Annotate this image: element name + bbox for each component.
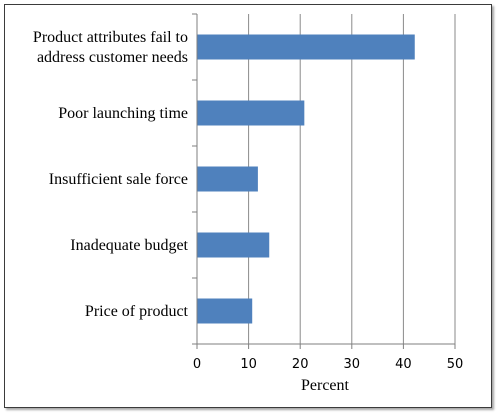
category-label: Poor launching time xyxy=(58,105,188,122)
x-tick-label-40: 40 xyxy=(395,357,412,372)
category-label: Inadequate budget xyxy=(70,237,188,254)
x-axis-title: Percent xyxy=(301,377,350,394)
category-labels: Product attributes fail to address custom… xyxy=(33,29,189,320)
gridlines xyxy=(248,14,456,344)
x-tick-label-0: 0 xyxy=(193,357,201,372)
x-tick-label-20: 20 xyxy=(292,357,309,372)
bar-3 xyxy=(197,166,258,192)
bar-5 xyxy=(197,298,253,324)
bar-1 xyxy=(197,34,415,60)
bars xyxy=(197,34,415,324)
x-tick-labels: 0 10 20 30 40 50 xyxy=(193,357,463,372)
x-tick-label-10: 10 xyxy=(240,357,257,372)
x-tick-label-50: 50 xyxy=(447,357,464,372)
category-label: Product attributes fail to xyxy=(33,29,188,46)
bar-2 xyxy=(197,100,305,126)
chart-frame xyxy=(4,4,492,408)
category-label: Insufficient sale force xyxy=(49,171,188,188)
bar-4 xyxy=(197,232,270,258)
x-tick-label-30: 30 xyxy=(344,357,361,372)
axes xyxy=(192,13,456,349)
category-label: address customer needs xyxy=(37,49,188,66)
category-label: Price of product xyxy=(85,303,189,320)
